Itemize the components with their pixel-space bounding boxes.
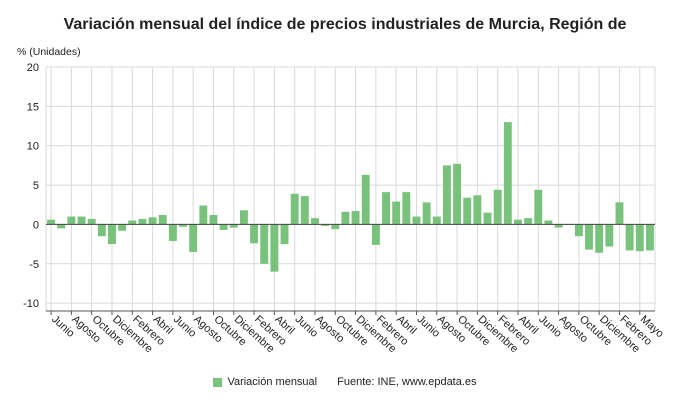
bar bbox=[280, 224, 289, 245]
bar bbox=[382, 192, 390, 225]
legend: Variación mensual Fuente: INE, www.epdat… bbox=[0, 376, 690, 388]
bar bbox=[87, 218, 96, 225]
bar bbox=[209, 214, 218, 225]
bar bbox=[645, 224, 654, 251]
bar bbox=[239, 210, 248, 225]
bar bbox=[534, 189, 543, 225]
source-label: Fuente: INE, www.epdata.es bbox=[337, 376, 477, 388]
y-tick-label: 20 bbox=[27, 62, 39, 74]
bar-layer bbox=[47, 122, 654, 272]
bar bbox=[300, 196, 309, 225]
bar bbox=[422, 202, 431, 225]
bar bbox=[311, 218, 319, 225]
bar bbox=[574, 224, 583, 237]
bar bbox=[544, 220, 553, 225]
y-tick-label: 15 bbox=[27, 101, 39, 113]
bar bbox=[189, 224, 198, 252]
bar bbox=[57, 224, 66, 229]
bar bbox=[514, 219, 522, 225]
bar bbox=[595, 224, 604, 253]
y-axis-unit-label: % (Unidades) bbox=[17, 46, 81, 58]
bar bbox=[108, 224, 116, 245]
bar bbox=[331, 224, 340, 230]
y-tick-label: -10 bbox=[23, 298, 39, 310]
bar bbox=[128, 220, 137, 225]
bar bbox=[493, 189, 502, 225]
bar bbox=[412, 216, 421, 225]
bar bbox=[341, 211, 350, 225]
bar bbox=[148, 217, 157, 225]
bar bbox=[473, 195, 482, 225]
bar bbox=[199, 205, 208, 225]
bar bbox=[432, 216, 441, 225]
bar bbox=[118, 224, 127, 231]
y-tick-label: 10 bbox=[27, 141, 39, 153]
bar bbox=[524, 218, 533, 225]
y-tick-label: 5 bbox=[33, 180, 39, 192]
bar bbox=[635, 224, 644, 252]
bar bbox=[250, 224, 259, 244]
bar bbox=[554, 224, 563, 228]
bar bbox=[402, 192, 411, 225]
bar bbox=[442, 165, 451, 225]
bar bbox=[67, 216, 76, 225]
bar bbox=[625, 224, 634, 251]
bar bbox=[290, 193, 299, 225]
grid-layer bbox=[45, 66, 656, 311]
bar bbox=[361, 174, 370, 225]
bar bbox=[615, 202, 624, 225]
bar bbox=[158, 214, 167, 225]
bar bbox=[168, 224, 177, 241]
bar bbox=[463, 197, 472, 225]
legend-series-name: Variación mensual bbox=[227, 376, 318, 388]
bar bbox=[219, 224, 228, 230]
bar bbox=[97, 224, 106, 237]
bar bbox=[179, 224, 187, 227]
y-tick-label: -5 bbox=[29, 259, 39, 271]
bar bbox=[503, 122, 512, 225]
bar bbox=[138, 218, 147, 225]
bar bbox=[270, 224, 279, 272]
chart-title: Variación mensual del índice de precios … bbox=[63, 16, 627, 33]
bar bbox=[260, 224, 269, 264]
bar bbox=[605, 224, 614, 247]
bar bbox=[483, 212, 492, 225]
bar bbox=[371, 224, 380, 245]
bar bbox=[351, 211, 360, 225]
bar bbox=[229, 224, 238, 228]
y-tick-label: 0 bbox=[33, 219, 39, 231]
bar bbox=[585, 224, 593, 250]
legend-item: Variación mensual bbox=[213, 376, 317, 388]
bar bbox=[453, 163, 462, 225]
bar bbox=[321, 224, 330, 226]
bar bbox=[77, 216, 86, 225]
bar bbox=[392, 201, 401, 225]
legend-swatch bbox=[213, 377, 223, 387]
bar bbox=[47, 219, 56, 225]
